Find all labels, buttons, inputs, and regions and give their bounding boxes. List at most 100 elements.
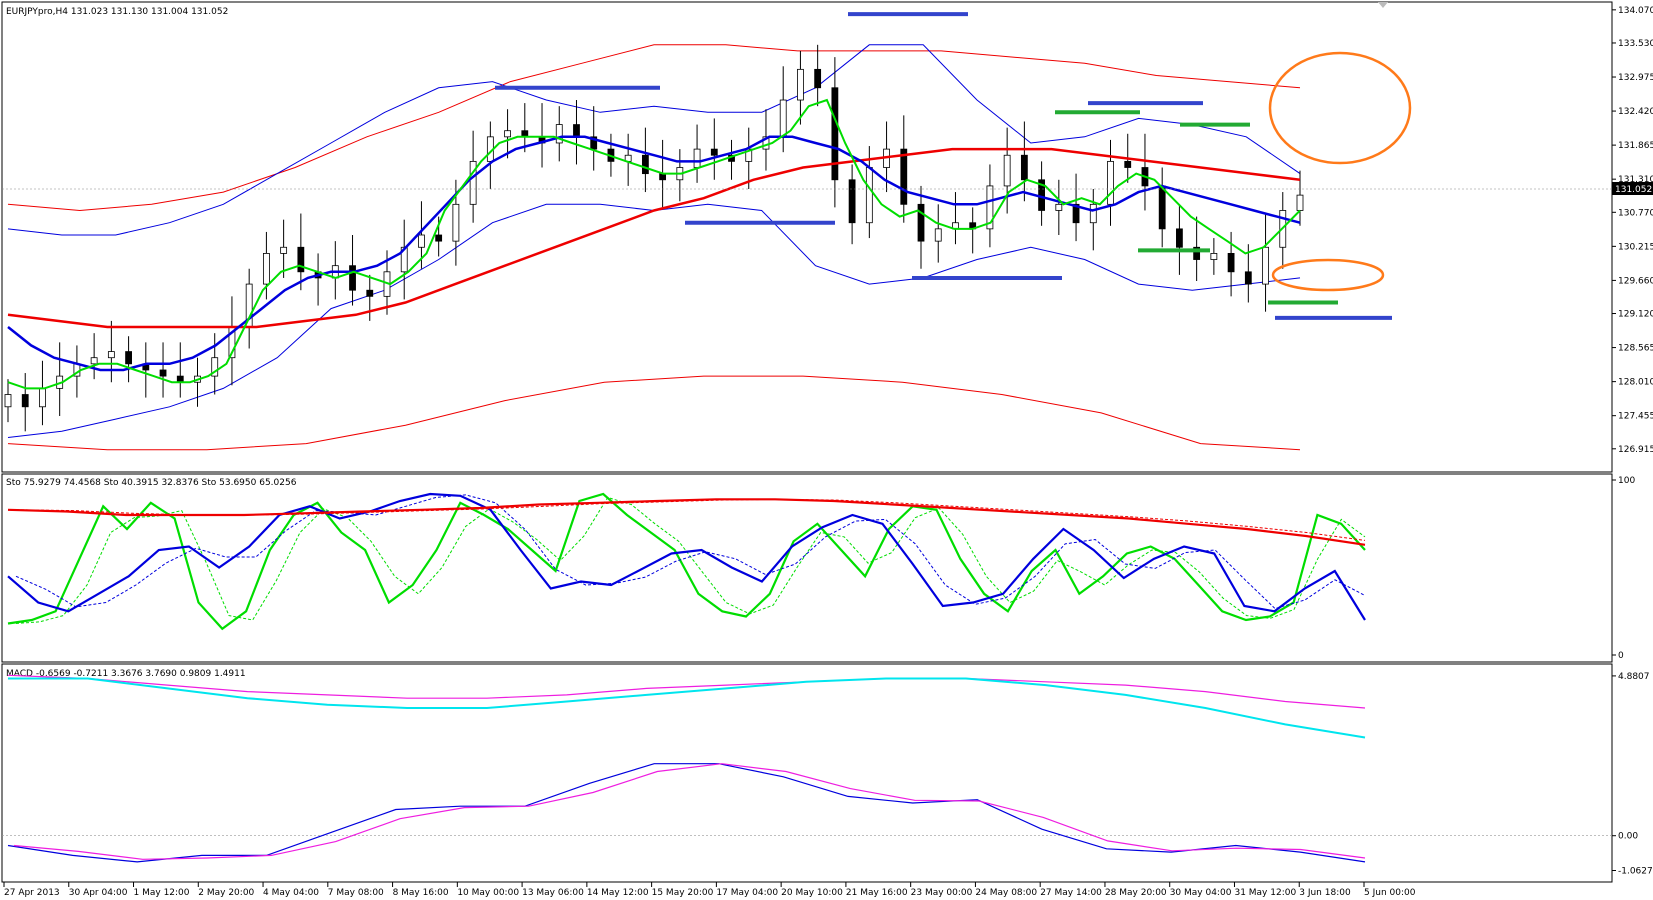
sto-medium-line-signal (15, 494, 1366, 610)
sto-axis: 100 0 (1612, 476, 1635, 661)
sto-slow-line (7, 498, 1366, 546)
time-axis: 27 Apr 2013 30 Apr 04:00 1 May 12:00 2 May … (3, 882, 1416, 898)
price-tick-label: 131.865 (1618, 141, 1653, 151)
candle (1210, 253, 1218, 260)
time-tick-label: 15 May 20:00 (652, 888, 714, 898)
time-tick-label: 8 May 16:00 (393, 888, 449, 898)
price-tick-label: 129.120 (1618, 310, 1653, 320)
candle (814, 68, 822, 89)
candle (1072, 203, 1080, 224)
macd-tick-label: 4.8807 (1618, 672, 1650, 682)
price-tick-label: 132.975 (1618, 73, 1653, 83)
candle (21, 394, 29, 408)
time-tick-label: 31 May 12:00 (1234, 888, 1296, 898)
price-tick-label: 128.010 (1618, 378, 1653, 388)
time-tick-label: 4 May 04:00 (263, 888, 319, 898)
candle (1107, 160, 1114, 205)
price-tick-label: 130.215 (1618, 242, 1653, 252)
time-tick-label: 7 May 08:00 (328, 888, 384, 898)
macd-main-line-upper (8, 677, 1366, 739)
price-tick-label: 132.420 (1618, 107, 1653, 117)
candle (865, 167, 873, 224)
candle (986, 185, 994, 230)
candle (4, 394, 12, 408)
candle (262, 253, 270, 285)
price-tick-label: 127.455 (1618, 412, 1653, 422)
candle (504, 130, 511, 138)
sto-panel (1, 473, 1613, 663)
candle (1193, 246, 1201, 260)
sto-plot (7, 492, 1366, 631)
macd-main-line-lower (7, 763, 1366, 863)
time-tick-label: 21 May 16:00 (846, 888, 908, 898)
main-header: EURJPYpro,H4 131.023 131.130 131.004 131… (6, 7, 228, 17)
macd-header: MACD -0.6569 -0.7211 3.3676 3.7690 0.980… (6, 669, 246, 679)
candle (1262, 246, 1269, 285)
highlight-ellipse-lower (1271, 258, 1385, 292)
sto-tick-label: 100 (1618, 476, 1635, 486)
time-tick-label: 30 May 04:00 (1170, 888, 1232, 898)
candle (1296, 194, 1304, 211)
time-tick-label: 14 May 12:00 (587, 888, 649, 898)
candle (900, 148, 908, 205)
time-tick-label: 3 Jun 18:00 (1299, 888, 1351, 898)
candle (400, 246, 408, 273)
price-tick-label: 131.310 (1618, 175, 1653, 185)
candle (211, 357, 219, 377)
ma-red-line (7, 147, 1301, 329)
macd-tick-label: 0.00 (1618, 832, 1638, 842)
candle (1124, 160, 1132, 168)
price-tick-label: 126.915 (1618, 445, 1653, 455)
candle (469, 160, 477, 205)
candle (555, 124, 563, 144)
price-axis: 134.070 133.530 132.975 132.420 131.865 131.3… (1612, 6, 1653, 455)
price-tick-label: 133.530 (1618, 39, 1653, 49)
candle (1003, 154, 1011, 187)
time-tick-label: 24 May 08:00 (975, 888, 1037, 898)
time-tick-label: 10 May 00:00 (457, 888, 519, 898)
candle (1089, 203, 1097, 224)
time-tick-label: 23 May 00:00 (911, 888, 973, 898)
time-tick-label: 1 May 12:00 (134, 888, 190, 898)
candle (39, 387, 46, 408)
candle (917, 203, 925, 242)
time-tick-label: 30 Apr 04:00 (69, 888, 128, 898)
macd-signal-line-lower (13, 763, 1366, 860)
candle (693, 148, 701, 168)
candle (125, 351, 132, 365)
sto-tick-label: 0 (1618, 651, 1624, 661)
candle (349, 265, 356, 291)
ma-blue-line (7, 135, 1301, 372)
price-panel (1, 1, 1613, 473)
macd-panel (1, 663, 1613, 883)
candle (90, 357, 98, 365)
candle (797, 68, 804, 101)
candle (573, 124, 580, 138)
bollinger-red-upper (7, 44, 1301, 212)
candle (1244, 271, 1252, 285)
candle (779, 99, 787, 138)
price-plot (4, 12, 1412, 451)
shift-marker-icon[interactable] (1378, 2, 1388, 8)
candle (710, 148, 718, 156)
candle (762, 136, 770, 150)
candle (1020, 154, 1028, 181)
time-tick-label: 2 May 20:00 (198, 888, 254, 898)
price-tick-label: 129.660 (1618, 276, 1653, 286)
current-price-box (1612, 182, 1653, 195)
time-tick-label: 5 Jun 00:00 (1364, 888, 1416, 898)
candle (366, 289, 374, 297)
macd-axis: 4.8807 0.00 -1.0627 (1612, 672, 1653, 877)
time-tick-label: 27 May 14:00 (1040, 888, 1102, 898)
candle (159, 369, 167, 377)
candle (435, 234, 443, 242)
candle (452, 203, 460, 242)
macd-tick-label: -1.0627 (1618, 867, 1653, 877)
time-tick-label: 28 May 20:00 (1105, 888, 1167, 898)
candle (1055, 203, 1063, 211)
candle (418, 234, 425, 248)
sto-header: Sto 75.9279 74.4568 Sto 40.3915 32.8376 … (6, 478, 297, 488)
highlight-ellipse-upper (1268, 51, 1412, 165)
sto-slow-line-signal (15, 498, 1366, 541)
